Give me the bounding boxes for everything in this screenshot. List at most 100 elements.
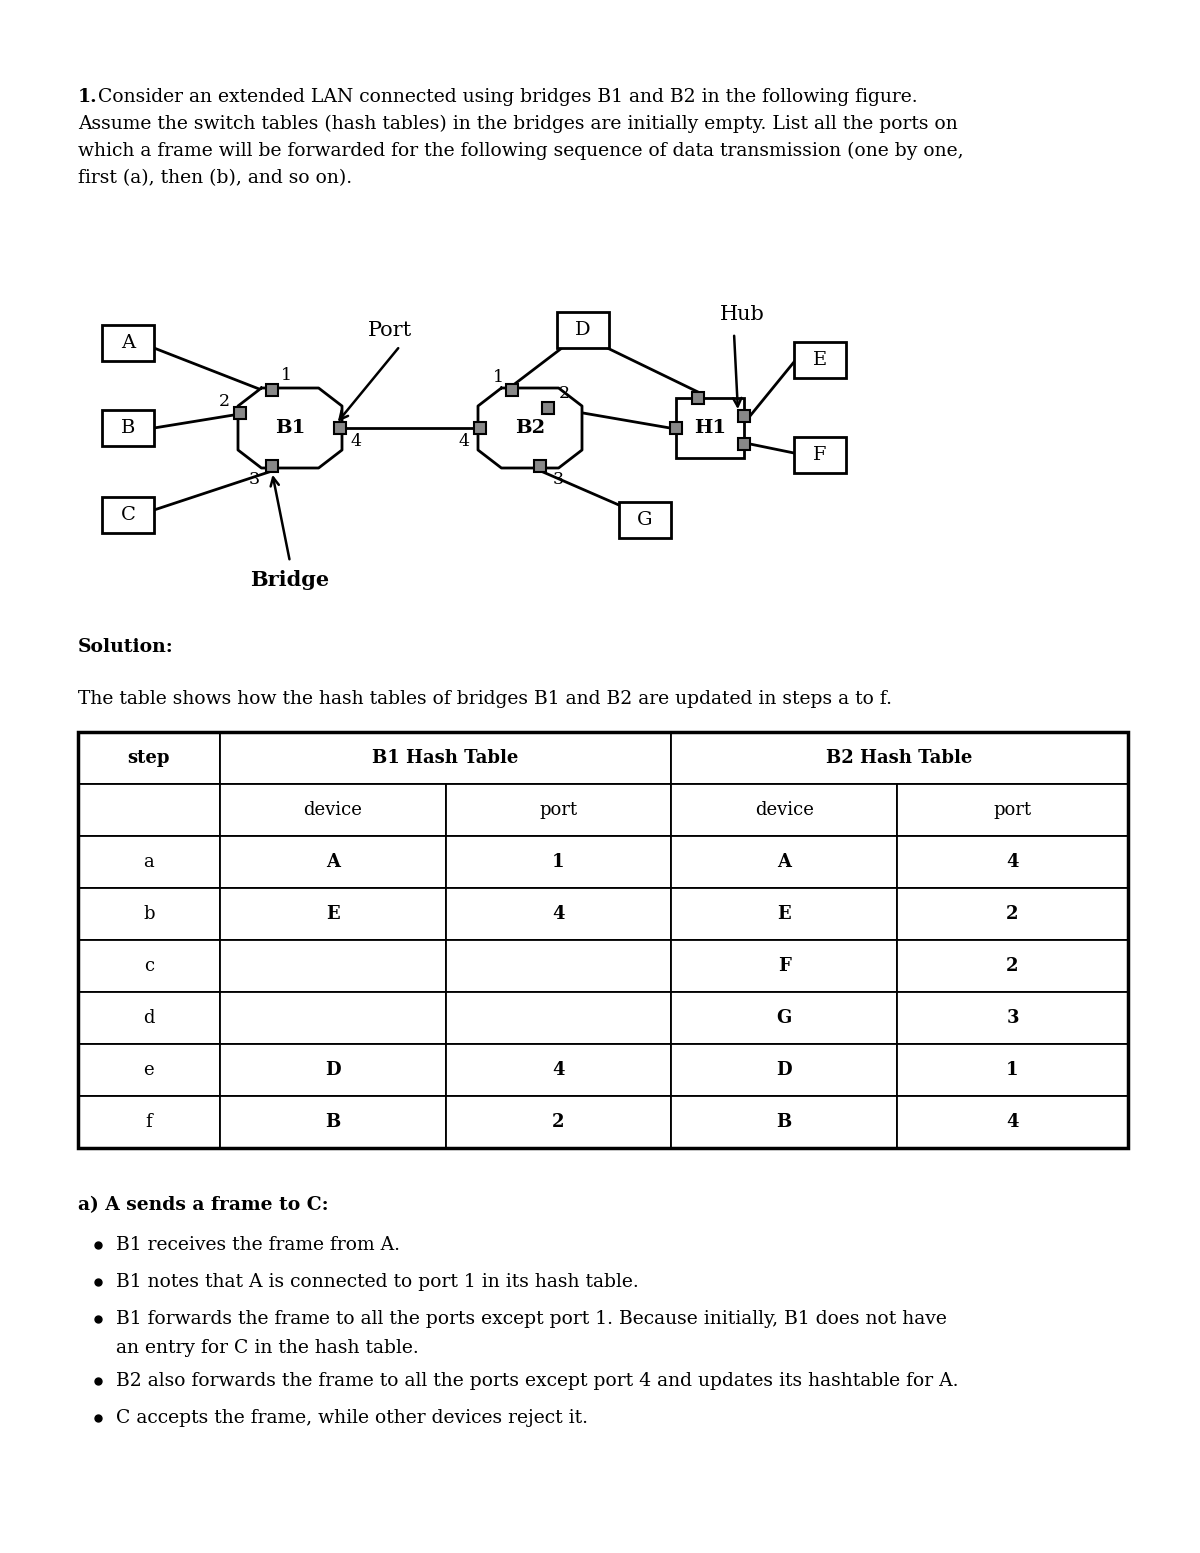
Text: 4: 4 (458, 433, 469, 450)
Text: device: device (755, 801, 814, 818)
Bar (78, 1044, 220, 1096)
Text: B: B (121, 419, 136, 436)
Bar (78, 940, 220, 992)
Text: D: D (575, 321, 590, 339)
Bar (102, 325, 154, 360)
Text: 3: 3 (1007, 1009, 1019, 1027)
Bar (898, 1044, 1128, 1096)
Bar (671, 940, 898, 992)
Bar (692, 391, 704, 404)
Text: first (a), then (b), and so on).: first (a), then (b), and so on). (78, 169, 352, 186)
Bar (220, 836, 445, 888)
Bar (78, 888, 220, 940)
Bar (220, 992, 445, 1044)
Bar (334, 422, 346, 433)
Text: B2 also forwards the frame to all the ports except port 4 and updates its hashta: B2 also forwards the frame to all the po… (116, 1371, 959, 1390)
Text: 1: 1 (281, 368, 292, 385)
Bar (78, 992, 220, 1044)
Bar (898, 888, 1128, 940)
Bar (738, 438, 750, 450)
Bar (220, 1096, 445, 1148)
Text: Port: Port (368, 320, 412, 340)
Bar (898, 940, 1128, 992)
Bar (898, 1096, 1128, 1148)
Text: Bridge: Bridge (251, 570, 330, 590)
Text: port: port (539, 801, 577, 818)
Bar (445, 940, 671, 992)
Text: Solution:: Solution: (78, 638, 174, 655)
Bar (78, 1096, 220, 1148)
Bar (234, 407, 246, 419)
Text: G: G (776, 1009, 792, 1027)
Text: A: A (121, 334, 136, 353)
Bar (220, 940, 445, 992)
Bar (445, 1096, 671, 1148)
Bar (78, 731, 1128, 1148)
Bar (671, 1044, 898, 1096)
Bar (671, 731, 1128, 784)
Text: 4: 4 (1007, 853, 1019, 871)
Text: C accepts the frame, while other devices reject it.: C accepts the frame, while other devices… (116, 1409, 588, 1427)
Text: device: device (304, 801, 362, 818)
Text: A: A (778, 853, 791, 871)
Bar (445, 836, 671, 888)
Text: G: G (637, 511, 653, 530)
Bar (671, 1096, 898, 1148)
Text: E: E (812, 351, 827, 370)
Bar (542, 402, 554, 415)
Text: B2 Hash Table: B2 Hash Table (827, 749, 973, 767)
Text: 2: 2 (1007, 905, 1019, 922)
Bar (445, 784, 671, 836)
Text: C: C (120, 506, 136, 523)
Text: D: D (776, 1061, 792, 1079)
Text: Hub: Hub (720, 306, 764, 325)
Text: F: F (778, 957, 791, 975)
Text: E: E (778, 905, 791, 922)
Text: 1: 1 (552, 853, 565, 871)
Text: 2: 2 (1007, 957, 1019, 975)
Text: A: A (325, 853, 340, 871)
Text: F: F (814, 446, 827, 464)
Bar (738, 410, 750, 422)
Text: B1 notes that A is connected to port 1 in its hash table.: B1 notes that A is connected to port 1 i… (116, 1273, 638, 1291)
Text: H1: H1 (694, 419, 726, 436)
Text: a) A sends a frame to C:: a) A sends a frame to C: (78, 1196, 329, 1214)
Bar (220, 888, 445, 940)
Bar (676, 398, 744, 458)
Text: an entry for C in the hash table.: an entry for C in the hash table. (116, 1339, 419, 1357)
Bar (266, 460, 278, 472)
Text: b: b (143, 905, 155, 922)
Bar (671, 888, 898, 940)
Bar (670, 422, 682, 433)
Text: E: E (326, 905, 340, 922)
Bar (220, 1044, 445, 1096)
Text: 4: 4 (350, 433, 361, 450)
Text: B2: B2 (515, 419, 545, 436)
Text: B: B (325, 1114, 341, 1131)
Text: 2: 2 (552, 1114, 565, 1131)
Text: 1: 1 (1007, 1061, 1019, 1079)
Text: 3: 3 (248, 472, 259, 489)
Text: Assume the switch tables (hash tables) in the bridges are initially empty. List : Assume the switch tables (hash tables) i… (78, 115, 958, 134)
Text: 1: 1 (492, 370, 504, 387)
Bar (671, 992, 898, 1044)
Polygon shape (478, 388, 582, 467)
Text: B1 forwards the frame to all the ports except port 1. Because initially, B1 does: B1 forwards the frame to all the ports e… (116, 1311, 947, 1328)
Text: 2: 2 (558, 385, 570, 402)
Bar (557, 312, 610, 348)
Text: 4: 4 (1007, 1114, 1019, 1131)
Bar (898, 992, 1128, 1044)
Text: 1.: 1. (78, 89, 97, 106)
Text: 4: 4 (552, 905, 565, 922)
Text: 3: 3 (552, 472, 564, 489)
Bar (534, 460, 546, 472)
Text: Consider an extended LAN connected using bridges B1 and B2 in the following figu: Consider an extended LAN connected using… (98, 89, 918, 106)
Text: step: step (127, 749, 170, 767)
Text: B: B (776, 1114, 792, 1131)
Text: c: c (144, 957, 154, 975)
Bar (506, 384, 518, 396)
Bar (220, 731, 671, 784)
Bar (102, 410, 154, 446)
Bar (898, 836, 1128, 888)
Polygon shape (238, 388, 342, 467)
